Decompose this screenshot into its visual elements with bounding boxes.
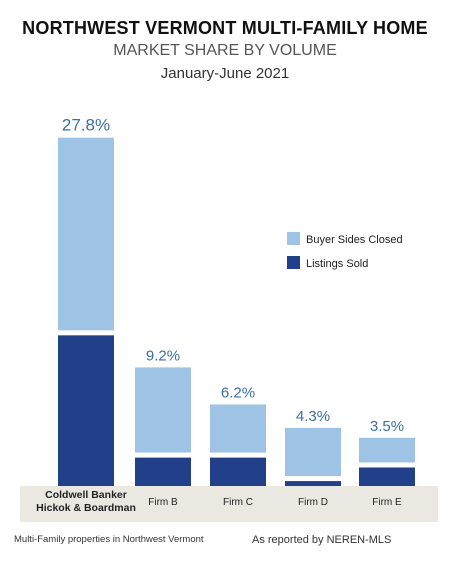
bar-total-label: 9.2% [146,347,180,364]
chart-subtitle: MARKET SHARE BY VOLUME [113,42,337,59]
footer-note: Multi-Family properties in Northwest Ver… [14,534,204,545]
bar-listings-sold [135,457,191,486]
bar-listings-sold [359,467,415,486]
x-axis-band [20,486,438,522]
legend-swatch [287,232,300,245]
bar-total-label: 27.8% [62,116,110,135]
x-tick-label: Firm B [148,497,178,508]
bar-total-label: 3.5% [370,418,404,435]
bar-buyer-sides-closed [58,137,114,331]
footer-source: As reported by NEREN-MLS [252,534,392,546]
chart-title: NORTHWEST VERMONT MULTI-FAMILY HOME [22,18,428,38]
legend-swatch [287,256,300,269]
bar-buyer-sides-closed [285,427,341,477]
bar-buyer-sides-closed [135,367,191,453]
legend-label: Listings Sold [306,258,368,270]
bar-total-label: 4.3% [296,408,330,425]
bar-listings-sold [285,481,341,486]
x-tick-label: Hickok & Boardman [36,502,136,514]
legend-label: Buyer Sides Closed [306,234,403,246]
bar-listings-sold [210,457,266,486]
x-tick-label: Firm C [223,497,253,508]
bar-buyer-sides-closed [359,437,415,463]
bar-buyer-sides-closed [210,404,266,453]
chart-period: January-June 2021 [160,65,290,82]
bar-total-label: 6.2% [221,384,255,401]
x-tick-label: Firm E [372,497,402,508]
bar-listings-sold [58,335,114,486]
x-tick-label: Coldwell Banker [45,489,127,501]
x-tick-label: Firm D [298,497,328,508]
